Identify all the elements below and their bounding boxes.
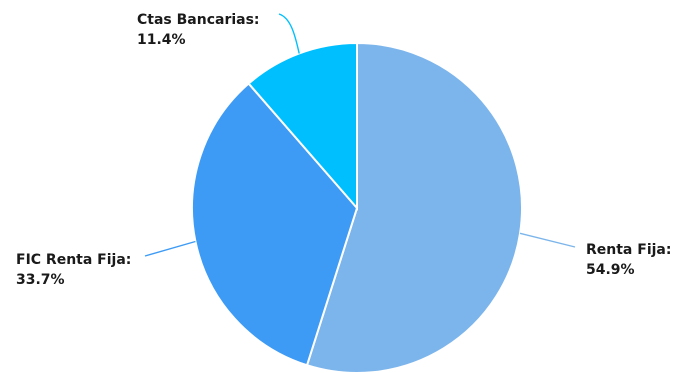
slice-label-fic-renta-fija: FIC Renta Fija: [16, 252, 131, 268]
slice-percent-renta-fija: 54.9% [586, 262, 635, 278]
leader-lines [144, 13, 576, 257]
leader-line-fic-renta-fija [144, 240, 196, 257]
pie-slices [191, 41, 523, 373]
pie-slice-fic-renta-fija[interactable] [191, 82, 359, 367]
leader-line-renta-fija [519, 232, 576, 248]
slice-label-ctas-bancarias: Ctas Bancarias: [137, 12, 260, 28]
leader-line-ctas-bancarias [278, 13, 300, 54]
slice-percent-fic-renta-fija: 33.7% [16, 272, 65, 288]
slice-percent-ctas-bancarias: 11.4% [137, 32, 186, 48]
slice-label-renta-fija: Renta Fija: [586, 242, 671, 258]
